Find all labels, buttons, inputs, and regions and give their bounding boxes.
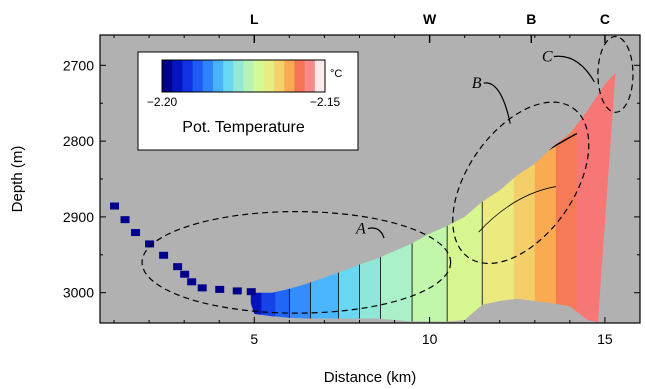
colorbar-swatch [253,60,265,92]
data-point [145,240,155,248]
annotation-ellipse-a [141,210,452,314]
cold-water-tail [110,202,256,296]
data-point [131,229,141,237]
annotation-arrow-b [483,82,511,124]
x-tick-label: 15 [597,331,613,347]
colorbar-min-label: −2.20 [147,95,178,109]
x-tick-label: 10 [422,331,438,347]
annotation-arrow-a [367,227,385,239]
station-label-b: B [526,11,536,27]
station-label-c: C [600,11,610,27]
contour-line [478,186,556,233]
colorbar-frame [161,59,326,93]
data-point [159,251,169,259]
y-axis-label: Depth (m) [9,146,26,213]
annotation-ellipse-b [452,101,590,265]
data-point [110,202,120,210]
y-tick-label: 2800 [63,133,94,149]
colorbar-swatch [223,60,234,92]
annotation-label-b: B [472,75,482,92]
data-point [246,288,256,296]
colorbar-title: Pot. Temperature [182,119,305,136]
colorbar-swatch [233,60,244,92]
colorbar-swatch [192,60,204,92]
y-tick-label: 2900 [63,209,94,225]
data-point [120,216,130,224]
data-point [173,263,183,271]
x-axis-label: Distance (km) [324,369,417,386]
axes: 2700 2800 2900 3000 5 10 15 L W B C [63,11,641,347]
colorbar-swatch [172,60,183,92]
data-point [215,285,225,293]
colorbar-swatch [243,60,255,92]
y-tick-label: 3000 [63,285,94,301]
y-tick-label: 2700 [63,57,94,73]
data-point [197,284,207,292]
station-label-l: L [250,11,259,27]
colorbar-max-label: −2.15 [310,95,341,109]
data-point [187,278,197,286]
station-label-w: W [423,11,437,27]
colorbar-swatch [294,60,306,92]
data-point [232,287,242,295]
colorbar-swatch [202,60,214,92]
colorbar-swatch [284,60,295,92]
annotation-label-a: A [355,221,366,238]
plot-area: A B C [100,35,640,323]
annotation-arrow-c [553,55,595,83]
data-point [180,270,190,278]
colorbar-swatch [182,60,194,92]
annotation-ellipse-c [597,35,634,113]
colorbar-swatch [263,60,275,92]
colorbar-swatch [212,60,224,92]
colorbar-swatch [304,60,316,92]
x-tick-label: 5 [250,331,258,347]
colorbar-swatch [274,60,285,92]
colorbar-unit: °C [330,68,342,80]
colorbar-legend: °C −2.20 −2.15 Pot. Temperature [137,51,359,151]
colorbar-swatch [162,60,173,92]
annotations: A B C [141,35,634,314]
annotation-label-c: C [542,49,553,66]
colorbar-swatch [314,60,326,92]
